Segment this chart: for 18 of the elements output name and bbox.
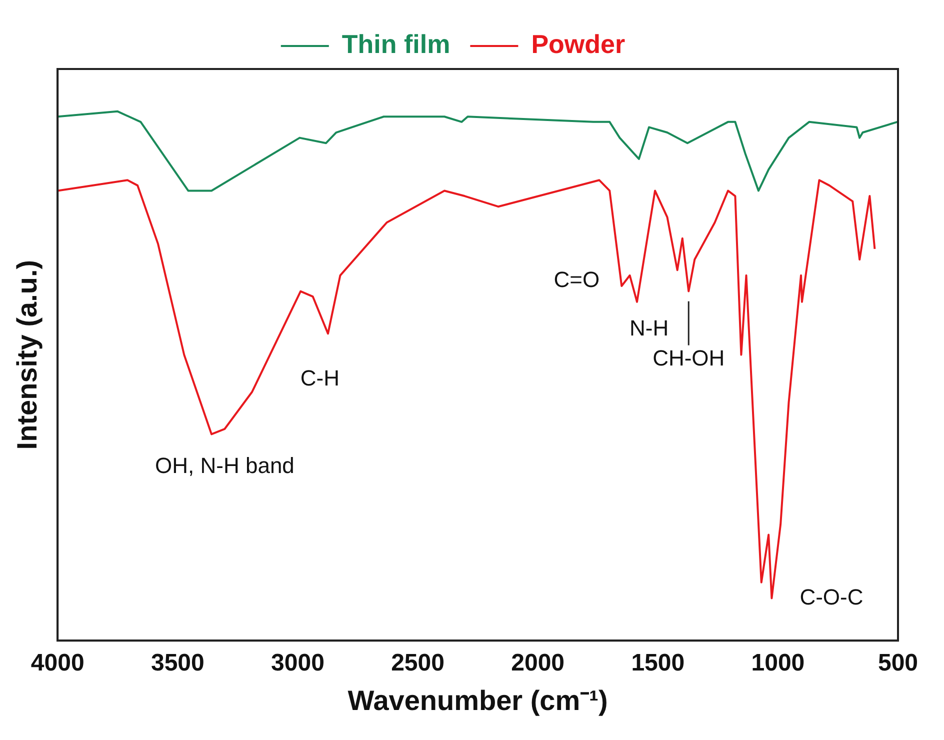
x-tick-label: 3500 (150, 650, 204, 677)
x-tick-label: 2500 (391, 650, 444, 677)
annotation: C-H (300, 366, 340, 391)
x-tick-label: 1500 (631, 650, 685, 677)
x-tick-label: 1000 (751, 650, 805, 677)
x-axis-title: Wavenumber (cm⁻¹) (348, 684, 608, 716)
x-tick-label: 4000 (30, 650, 84, 677)
legend-label: Thin film (342, 29, 450, 60)
annotation: N-H (630, 315, 669, 340)
x-tick-label: 2000 (511, 650, 565, 677)
annotation: C=O (554, 267, 600, 292)
legend-label: Powder (531, 29, 626, 60)
y-axis-title: Intensity (a.u.) (12, 260, 43, 450)
annotation: OH, N-H band (155, 452, 294, 478)
x-tick-label: 500 (878, 650, 918, 677)
x-tick-label: 3000 (271, 650, 324, 677)
annotation: C-O-C (800, 584, 864, 610)
annotation: CH-OH (652, 345, 725, 370)
